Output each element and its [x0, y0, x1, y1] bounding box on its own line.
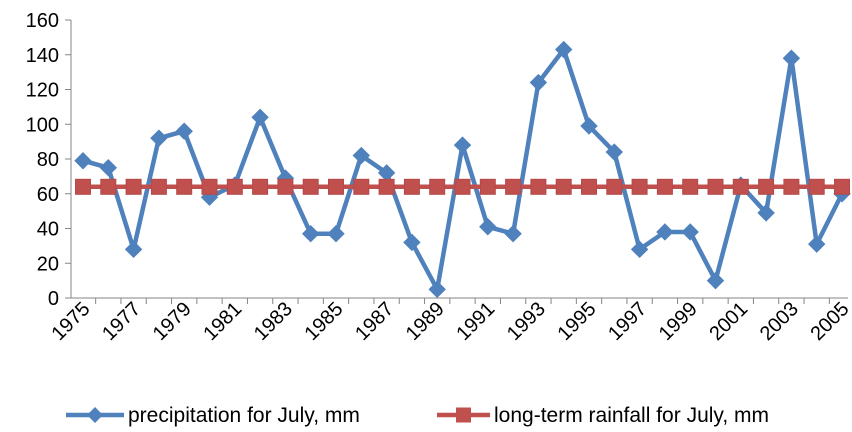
- data-point-marker: [581, 178, 597, 195]
- data-point-marker: [74, 152, 92, 170]
- x-tick-label: 2005: [807, 298, 852, 345]
- data-point-marker: [75, 178, 91, 195]
- data-point-marker: [706, 271, 725, 290]
- y-tick-label: 160: [26, 10, 59, 32]
- x-tick-label: 1989: [402, 298, 449, 345]
- data-point-marker: [807, 235, 826, 253]
- data-point-marker: [555, 178, 572, 195]
- data-point-marker: [100, 178, 117, 195]
- data-point-marker: [124, 240, 143, 259]
- x-tick-label: 2001: [705, 298, 752, 345]
- chart-legend: precipitation for July, mm long-term rain…: [66, 404, 769, 427]
- data-point-marker: [631, 178, 648, 195]
- data-point-marker: [251, 108, 269, 127]
- data-point-marker: [530, 178, 547, 195]
- data-point-marker: [707, 178, 724, 195]
- data-point-marker: [605, 143, 624, 161]
- series-precipitation: [74, 40, 851, 299]
- x-axis-ticks: 1975 1977 1979 1981 1983 1985 1987 1989 1991 1993…: [48, 298, 852, 345]
- series-line: [82, 47, 845, 292]
- data-point-marker: [606, 178, 623, 195]
- y-tick-label: 60: [37, 184, 59, 206]
- data-point-marker: [150, 178, 167, 195]
- data-point-marker: [834, 178, 850, 195]
- legend-item: precipitation for July, mm: [66, 404, 360, 427]
- data-point-marker: [353, 178, 370, 195]
- data-point-marker: [808, 178, 825, 195]
- y-tick-label: 100: [26, 114, 59, 136]
- x-tick-label: 1995: [554, 298, 601, 345]
- x-tick-label: 1981: [199, 298, 246, 345]
- legend-item: long-term rainfall for July, mm: [437, 404, 769, 427]
- data-point-marker: [656, 223, 674, 241]
- data-point-marker: [327, 225, 345, 243]
- data-point-marker: [352, 146, 371, 165]
- data-point-marker: [682, 178, 699, 195]
- data-point-marker: [732, 178, 749, 195]
- legend-swatch-marker: [456, 407, 471, 423]
- data-point-marker: [783, 178, 800, 195]
- data-point-marker: [554, 40, 573, 59]
- data-point-marker: [226, 178, 243, 195]
- data-point-marker: [758, 178, 775, 195]
- data-point-marker: [757, 204, 775, 222]
- data-point-marker: [580, 117, 598, 135]
- data-point-marker: [656, 178, 673, 195]
- data-point-marker: [403, 178, 420, 195]
- x-tick-label: 1983: [250, 298, 297, 345]
- data-point-marker: [453, 136, 472, 154]
- data-point-marker: [176, 178, 193, 195]
- y-tick-label: 120: [26, 80, 59, 102]
- series-layer: [74, 40, 851, 299]
- x-tick-label: 1993: [503, 298, 550, 345]
- data-point-marker: [428, 280, 446, 299]
- data-point-marker: [504, 225, 522, 243]
- data-point-marker: [479, 218, 497, 236]
- x-tick-label: 2003: [756, 298, 803, 345]
- data-point-marker: [328, 178, 344, 195]
- x-tick-label: 1985: [301, 298, 348, 345]
- data-point-marker: [681, 223, 699, 241]
- y-tick-label: 40: [37, 219, 59, 241]
- data-point-marker: [403, 233, 421, 252]
- x-tick-label: 1987: [351, 298, 398, 345]
- y-tick-label: 140: [26, 45, 59, 67]
- y-tick-label: 80: [37, 149, 59, 171]
- y-axis-ticks: 0 20 40 60 80 100 120 140 160: [26, 10, 71, 310]
- data-point-marker: [782, 49, 801, 67]
- data-point-marker: [150, 129, 168, 147]
- x-tick-label: 1999: [655, 298, 702, 345]
- data-point-marker: [201, 178, 218, 195]
- legend-label: long-term rainfall for July, mm: [494, 404, 769, 427]
- x-tick-label: 1997: [604, 298, 651, 345]
- data-point-marker: [454, 178, 471, 195]
- data-point-marker: [99, 158, 118, 177]
- data-point-marker: [479, 178, 496, 195]
- data-point-marker: [125, 178, 142, 195]
- legend-swatch-marker: [87, 407, 103, 423]
- y-tick-label: 20: [37, 253, 59, 275]
- data-point-marker: [175, 122, 193, 140]
- data-point-marker: [277, 178, 294, 195]
- x-tick-label: 1979: [149, 298, 196, 345]
- legend-label: precipitation for July, mm: [128, 404, 360, 427]
- data-point-marker: [252, 178, 269, 195]
- data-point-marker: [529, 73, 548, 92]
- data-point-marker: [378, 178, 395, 195]
- data-point-marker: [505, 178, 522, 195]
- y-tick-label: 0: [48, 288, 59, 310]
- data-point-marker: [301, 225, 320, 243]
- data-point-marker: [429, 178, 446, 195]
- data-point-marker: [630, 240, 649, 259]
- data-point-marker: [302, 178, 319, 195]
- x-tick-label: 1977: [98, 298, 145, 345]
- x-tick-label: 1991: [452, 298, 499, 345]
- series-long-term-rainfall: [75, 178, 850, 195]
